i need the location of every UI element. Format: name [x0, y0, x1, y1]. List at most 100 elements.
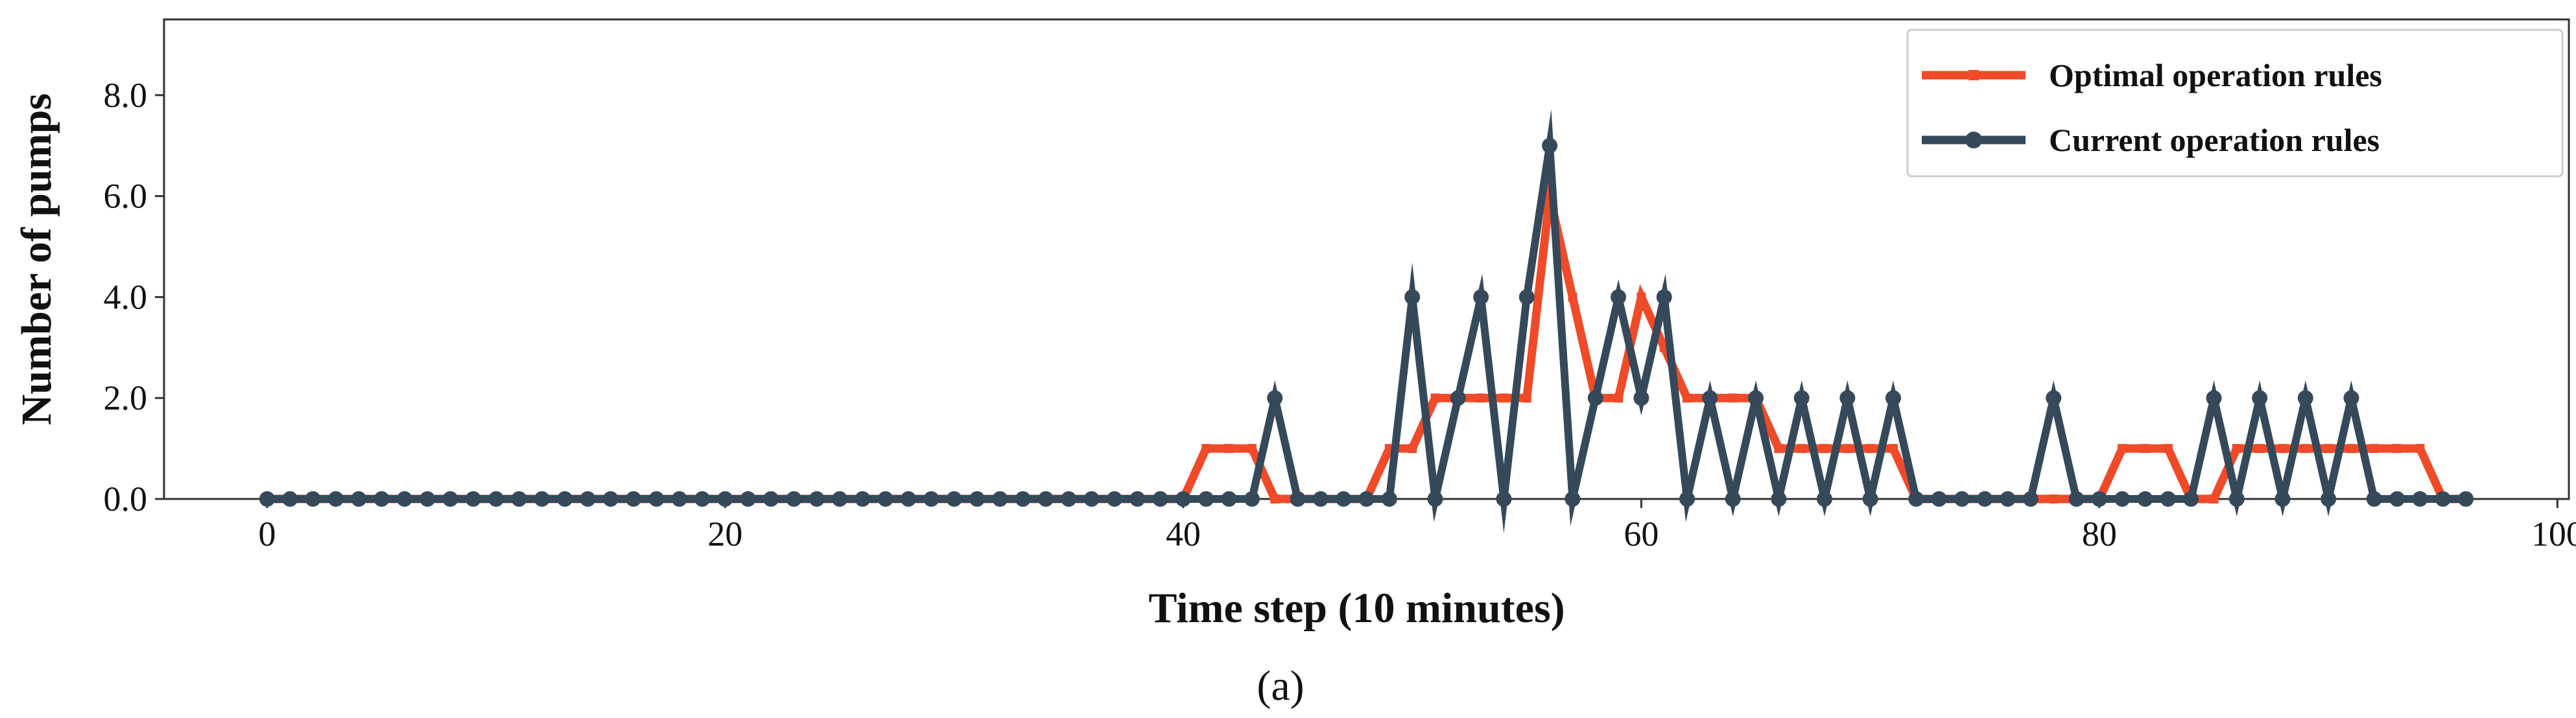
data-point: [2137, 491, 2153, 507]
data-point: [1774, 444, 1784, 454]
data-point: [1862, 491, 1878, 507]
data-point: [855, 491, 871, 507]
data-point: [1587, 390, 1603, 406]
data-point: [1427, 491, 1443, 507]
data-point: [2046, 390, 2062, 406]
y-tick-label: 8.0: [104, 76, 148, 115]
data-point: [877, 491, 893, 507]
data-point: [832, 491, 848, 507]
data-point: [1037, 491, 1054, 507]
data-point: [1267, 390, 1283, 406]
data-point: [1290, 491, 1306, 507]
data-point: [557, 491, 573, 507]
data-point: [2275, 491, 2291, 507]
data-point: [327, 491, 344, 507]
data-point: [534, 491, 550, 507]
data-point: [1083, 491, 1100, 507]
data-point: [923, 491, 939, 507]
data-point: [671, 491, 687, 507]
data-point: [1247, 444, 1257, 454]
data-point: [992, 491, 1008, 507]
data-point: [2140, 444, 2150, 454]
data-point: [2091, 491, 2107, 507]
data-point: [1748, 390, 1764, 406]
data-point: [2366, 491, 2382, 507]
data-point: [1977, 491, 1993, 507]
data-point: [1865, 444, 1875, 454]
data-point: [1888, 444, 1898, 454]
data-point: [1793, 390, 1810, 406]
data-point: [1499, 393, 1509, 403]
series-optimal: [262, 170, 2471, 504]
data-point: [2346, 444, 2356, 454]
data-point: [2324, 444, 2334, 454]
data-point: [1819, 444, 1829, 454]
series-current: [259, 109, 2474, 534]
data-point: [259, 491, 275, 507]
data-point: [1522, 393, 1531, 403]
y-tick-label: 4.0: [104, 277, 148, 316]
data-point: [740, 491, 756, 507]
data-point: [2415, 444, 2425, 454]
data-point: [1518, 289, 1535, 305]
data-point: [1201, 444, 1211, 454]
x-tick-label: 20: [707, 515, 742, 553]
data-point: [1611, 289, 1627, 305]
data-point: [786, 491, 802, 507]
data-point: [2297, 390, 2313, 406]
data-point: [2163, 444, 2173, 454]
data-point: [1175, 491, 1191, 507]
data-point: [2255, 444, 2265, 454]
data-point: [1015, 491, 1031, 507]
data-point: [648, 491, 665, 507]
data-point: [2252, 390, 2268, 406]
data-point: [1312, 491, 1329, 507]
data-point: [1797, 444, 1806, 454]
data-point: [809, 491, 825, 507]
data-point: [2393, 444, 2402, 454]
data-point: [351, 491, 367, 507]
legend-label: Optimal operation rules: [2049, 57, 2382, 93]
data-point: [2209, 494, 2219, 504]
data-point: [2049, 494, 2059, 504]
data-point: [2369, 444, 2379, 454]
data-point: [901, 491, 917, 507]
data-point: [1565, 491, 1581, 507]
legend-marker: [1968, 70, 1979, 80]
data-point: [488, 491, 504, 507]
y-tick-label: 0.0: [104, 480, 148, 518]
data-point: [2022, 491, 2038, 507]
data-point: [1244, 491, 1260, 507]
data-point: [1728, 393, 1738, 403]
data-point: [1771, 491, 1787, 507]
data-point: [2068, 491, 2085, 507]
data-point: [1224, 444, 1234, 454]
data-point: [396, 491, 412, 507]
data-point: [2183, 491, 2199, 507]
legend-marker: [1965, 132, 1982, 148]
data-point: [1473, 289, 1489, 305]
data-point: [602, 491, 619, 507]
x-tick-label: 100: [2531, 515, 2576, 553]
data-point: [2118, 444, 2127, 454]
data-point: [2278, 444, 2287, 454]
data-point: [1633, 390, 1649, 406]
y-axis-title: Number of pumps: [13, 93, 60, 425]
data-point: [763, 491, 779, 507]
data-point: [969, 491, 985, 507]
data-point: [1568, 292, 1578, 302]
data-point: [1061, 491, 1077, 507]
data-point: [2160, 491, 2176, 507]
legend-item: Optimal operation rules: [1922, 57, 2382, 93]
data-point: [1908, 491, 1924, 507]
data-point: [2300, 444, 2310, 454]
data-point: [1954, 491, 1970, 507]
data-point: [1656, 289, 1672, 305]
panel-label: (a): [1257, 662, 1304, 710]
data-point: [373, 491, 390, 507]
data-point: [580, 491, 596, 507]
data-point: [2458, 491, 2474, 507]
data-point: [511, 491, 527, 507]
legend-box: [1906, 29, 2564, 178]
